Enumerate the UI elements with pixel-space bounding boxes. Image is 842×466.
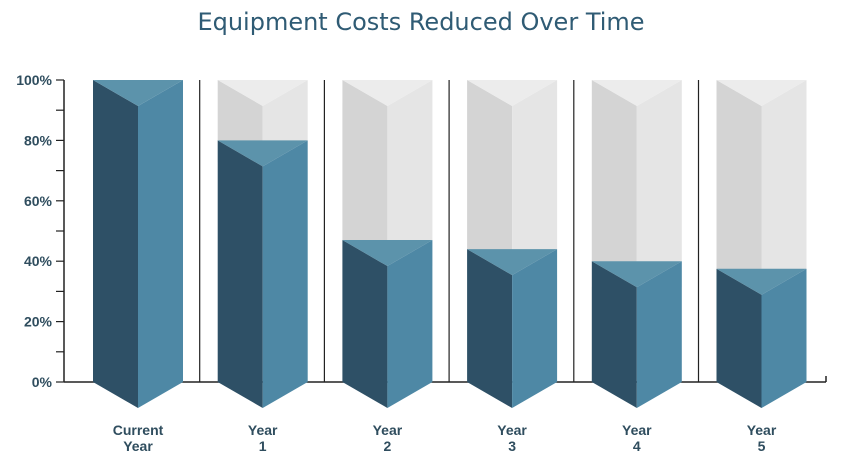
- category-label: Year: [373, 422, 403, 438]
- bar-empty-right-face: [761, 80, 807, 295]
- y-tick-label: 80%: [24, 132, 53, 148]
- category-label: 2: [384, 438, 392, 454]
- bar-cap: [342, 240, 433, 267]
- category-label: Year: [622, 422, 652, 438]
- bar-right-face: [761, 268, 807, 408]
- category-label: Year: [747, 422, 777, 438]
- bar-left-face: [93, 80, 138, 408]
- category-label: 1: [259, 438, 267, 454]
- category-label: Year: [497, 422, 527, 438]
- category-label: 4: [633, 438, 641, 454]
- y-tick-label: 40%: [24, 253, 53, 269]
- category-label: Year: [123, 438, 153, 454]
- bar-empty-left-face: [342, 80, 388, 267]
- bar-empty-left-face: [467, 80, 513, 276]
- bar-empty-cap: [716, 80, 807, 106]
- bar-cap: [93, 80, 183, 106]
- bar-empty-right-face: [636, 80, 682, 288]
- bar-cap: [591, 261, 682, 288]
- bar-right-face: [512, 249, 558, 408]
- bar-left-face: [467, 249, 513, 408]
- bar-right-face: [387, 240, 433, 408]
- bar-empty-right-face: [387, 80, 433, 267]
- y-tick-label: 60%: [24, 193, 53, 209]
- bar-empty-left-face: [716, 80, 762, 295]
- bar-cap: [467, 249, 558, 276]
- bar-empty-cap: [342, 80, 433, 106]
- bar-empty-cap: [217, 80, 308, 106]
- y-tick-label: 20%: [24, 314, 53, 330]
- bar-left-face: [716, 268, 762, 408]
- category-label: 3: [508, 438, 516, 454]
- bar-left-face: [591, 261, 637, 408]
- bar-left-face: [342, 240, 388, 408]
- bar-right-face: [138, 80, 183, 408]
- bar-right-face: [262, 140, 308, 408]
- bar-empty-right-face: [512, 80, 558, 276]
- bar-cap: [217, 140, 308, 167]
- bar-right-face: [636, 261, 682, 408]
- bar-cap: [716, 268, 807, 295]
- bar-left-face: [217, 140, 263, 408]
- category-label: Current: [113, 422, 164, 438]
- y-tick-label: 100%: [16, 72, 52, 88]
- bar-empty-cap: [467, 80, 558, 106]
- category-label: Year: [248, 422, 278, 438]
- category-label: 5: [758, 438, 766, 454]
- bar-empty-left-face: [591, 80, 637, 288]
- chart-title: Equipment Costs Reduced Over Time: [197, 8, 645, 36]
- bar-empty-cap: [591, 80, 682, 106]
- y-tick-label: 0%: [32, 374, 53, 390]
